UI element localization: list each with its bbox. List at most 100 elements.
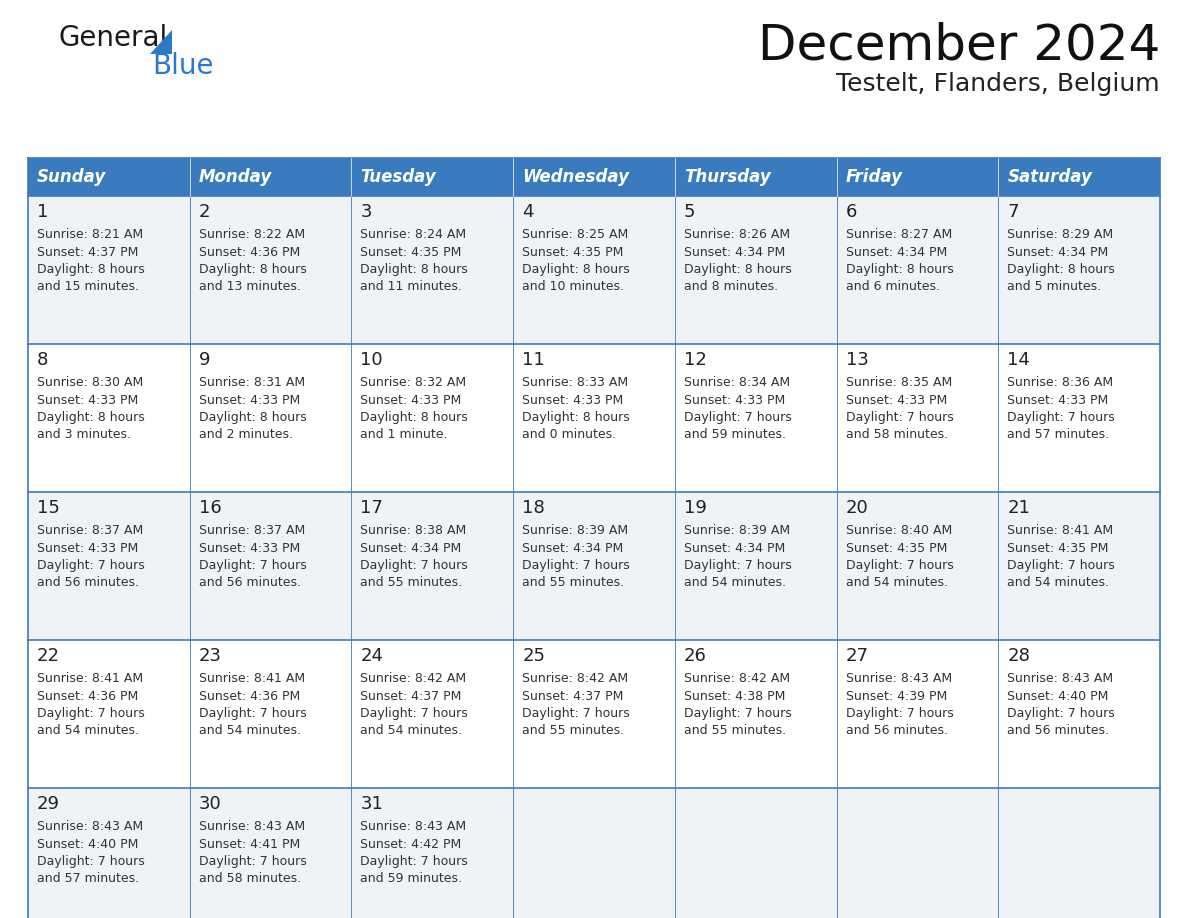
Text: Sunset: 4:35 PM: Sunset: 4:35 PM (846, 542, 947, 554)
Text: Sunset: 4:34 PM: Sunset: 4:34 PM (684, 542, 785, 554)
Text: Sunrise: 8:31 AM: Sunrise: 8:31 AM (198, 376, 305, 389)
Text: Testelt, Flanders, Belgium: Testelt, Flanders, Belgium (836, 72, 1159, 96)
Text: and 56 minutes.: and 56 minutes. (37, 577, 139, 589)
Text: and 55 minutes.: and 55 minutes. (523, 577, 624, 589)
Text: and 6 minutes.: and 6 minutes. (846, 281, 940, 294)
Text: Sunrise: 8:42 AM: Sunrise: 8:42 AM (360, 672, 467, 685)
Text: Sunset: 4:38 PM: Sunset: 4:38 PM (684, 689, 785, 702)
Text: Sunset: 4:40 PM: Sunset: 4:40 PM (1007, 689, 1108, 702)
Text: and 54 minutes.: and 54 minutes. (360, 724, 462, 737)
Text: Sunrise: 8:42 AM: Sunrise: 8:42 AM (523, 672, 628, 685)
Text: and 59 minutes.: and 59 minutes. (360, 872, 462, 886)
Text: and 56 minutes.: and 56 minutes. (1007, 724, 1110, 737)
Text: and 3 minutes.: and 3 minutes. (37, 429, 131, 442)
Text: Tuesday: Tuesday (360, 168, 436, 186)
Text: Sunset: 4:33 PM: Sunset: 4:33 PM (360, 394, 462, 407)
Text: Saturday: Saturday (1007, 168, 1092, 186)
Text: Sunset: 4:33 PM: Sunset: 4:33 PM (1007, 394, 1108, 407)
Text: and 56 minutes.: and 56 minutes. (198, 577, 301, 589)
Bar (29, 492, 1159, 640)
Text: 5: 5 (684, 203, 695, 221)
Text: Sunset: 4:33 PM: Sunset: 4:33 PM (198, 394, 299, 407)
Text: 13: 13 (846, 351, 868, 369)
Text: Daylight: 7 hours: Daylight: 7 hours (846, 559, 953, 572)
Text: 2: 2 (198, 203, 210, 221)
Text: Daylight: 7 hours: Daylight: 7 hours (523, 707, 630, 720)
Text: Daylight: 7 hours: Daylight: 7 hours (684, 707, 791, 720)
Text: 15: 15 (37, 499, 59, 517)
Text: 17: 17 (360, 499, 384, 517)
Text: Sunrise: 8:41 AM: Sunrise: 8:41 AM (1007, 524, 1113, 537)
Text: 9: 9 (198, 351, 210, 369)
Text: Sunrise: 8:39 AM: Sunrise: 8:39 AM (523, 524, 628, 537)
Text: Sunrise: 8:38 AM: Sunrise: 8:38 AM (360, 524, 467, 537)
Text: 24: 24 (360, 647, 384, 665)
Text: 29: 29 (37, 795, 61, 813)
Text: and 58 minutes.: and 58 minutes. (846, 429, 948, 442)
Text: Sunset: 4:39 PM: Sunset: 4:39 PM (846, 689, 947, 702)
Text: December 2024: December 2024 (758, 22, 1159, 70)
Text: Daylight: 7 hours: Daylight: 7 hours (360, 855, 468, 868)
Text: 19: 19 (684, 499, 707, 517)
Text: Daylight: 7 hours: Daylight: 7 hours (846, 411, 953, 424)
Polygon shape (150, 30, 172, 54)
Text: Daylight: 7 hours: Daylight: 7 hours (1007, 707, 1116, 720)
Text: and 54 minutes.: and 54 minutes. (846, 577, 948, 589)
Text: Daylight: 8 hours: Daylight: 8 hours (684, 263, 791, 276)
Text: 26: 26 (684, 647, 707, 665)
Text: Sunrise: 8:26 AM: Sunrise: 8:26 AM (684, 228, 790, 241)
Text: and 54 minutes.: and 54 minutes. (684, 577, 785, 589)
Text: Sunset: 4:34 PM: Sunset: 4:34 PM (523, 542, 624, 554)
Text: Daylight: 8 hours: Daylight: 8 hours (360, 263, 468, 276)
Text: Sunset: 4:33 PM: Sunset: 4:33 PM (523, 394, 624, 407)
Text: Daylight: 7 hours: Daylight: 7 hours (1007, 559, 1116, 572)
Text: Sunday: Sunday (37, 168, 106, 186)
Text: and 1 minute.: and 1 minute. (360, 429, 448, 442)
Text: 6: 6 (846, 203, 857, 221)
Text: and 59 minutes.: and 59 minutes. (684, 429, 785, 442)
Text: Daylight: 8 hours: Daylight: 8 hours (523, 411, 630, 424)
Text: Sunset: 4:35 PM: Sunset: 4:35 PM (360, 245, 462, 259)
Text: Sunrise: 8:43 AM: Sunrise: 8:43 AM (360, 820, 467, 833)
Text: Sunrise: 8:33 AM: Sunrise: 8:33 AM (523, 376, 628, 389)
Text: Sunset: 4:33 PM: Sunset: 4:33 PM (846, 394, 947, 407)
Text: and 54 minutes.: and 54 minutes. (37, 724, 139, 737)
Text: Daylight: 8 hours: Daylight: 8 hours (360, 411, 468, 424)
Text: 11: 11 (523, 351, 545, 369)
Text: Sunrise: 8:41 AM: Sunrise: 8:41 AM (198, 672, 305, 685)
Text: Sunset: 4:34 PM: Sunset: 4:34 PM (684, 245, 785, 259)
Text: Sunrise: 8:43 AM: Sunrise: 8:43 AM (846, 672, 952, 685)
Text: 16: 16 (198, 499, 221, 517)
Text: Daylight: 8 hours: Daylight: 8 hours (846, 263, 953, 276)
Text: Monday: Monday (198, 168, 272, 186)
Text: Sunset: 4:40 PM: Sunset: 4:40 PM (37, 837, 138, 850)
Text: Friday: Friday (846, 168, 903, 186)
Text: Sunrise: 8:34 AM: Sunrise: 8:34 AM (684, 376, 790, 389)
Text: Sunrise: 8:30 AM: Sunrise: 8:30 AM (37, 376, 144, 389)
Text: Daylight: 7 hours: Daylight: 7 hours (360, 559, 468, 572)
Text: Sunrise: 8:39 AM: Sunrise: 8:39 AM (684, 524, 790, 537)
Text: 21: 21 (1007, 499, 1030, 517)
Text: Sunset: 4:33 PM: Sunset: 4:33 PM (37, 542, 138, 554)
Text: and 2 minutes.: and 2 minutes. (198, 429, 292, 442)
Text: Daylight: 8 hours: Daylight: 8 hours (523, 263, 630, 276)
Text: 25: 25 (523, 647, 545, 665)
Text: Daylight: 8 hours: Daylight: 8 hours (37, 411, 145, 424)
Text: and 57 minutes.: and 57 minutes. (37, 872, 139, 886)
Text: Sunrise: 8:40 AM: Sunrise: 8:40 AM (846, 524, 952, 537)
Text: Daylight: 8 hours: Daylight: 8 hours (198, 411, 307, 424)
Text: Sunrise: 8:41 AM: Sunrise: 8:41 AM (37, 672, 143, 685)
Text: Daylight: 7 hours: Daylight: 7 hours (37, 559, 145, 572)
Text: 8: 8 (37, 351, 49, 369)
Text: 30: 30 (198, 795, 221, 813)
Text: and 55 minutes.: and 55 minutes. (684, 724, 786, 737)
Text: Sunset: 4:37 PM: Sunset: 4:37 PM (523, 689, 624, 702)
Text: Daylight: 7 hours: Daylight: 7 hours (198, 559, 307, 572)
Text: Sunset: 4:35 PM: Sunset: 4:35 PM (523, 245, 624, 259)
Text: Daylight: 8 hours: Daylight: 8 hours (37, 263, 145, 276)
Text: 1: 1 (37, 203, 49, 221)
Text: Sunset: 4:35 PM: Sunset: 4:35 PM (1007, 542, 1108, 554)
Text: 23: 23 (198, 647, 222, 665)
Text: and 11 minutes.: and 11 minutes. (360, 281, 462, 294)
Text: and 54 minutes.: and 54 minutes. (198, 724, 301, 737)
